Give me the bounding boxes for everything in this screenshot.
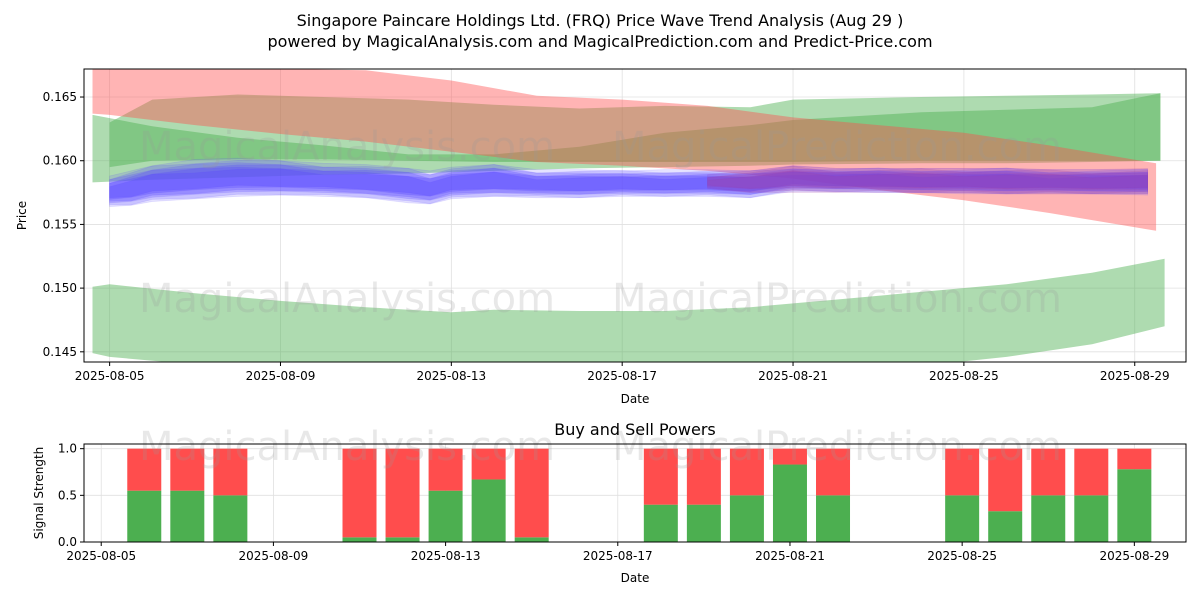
buy-bar (729, 495, 764, 542)
watermark-text: MagicalPrediction.com (612, 424, 1062, 470)
buy-bar (686, 504, 721, 542)
buy-bar (127, 490, 162, 542)
sell-bar (1117, 448, 1152, 470)
signal-y-tick-label: 1.0 (58, 442, 77, 456)
sell-bar (686, 448, 721, 505)
buy-bar (1074, 495, 1109, 542)
sell-bar (471, 448, 506, 480)
sell-bar (772, 448, 807, 465)
watermark-text: MagicalAnalysis.com (139, 276, 555, 322)
wave-blue-layer (109, 157, 1148, 208)
buy-bar (342, 537, 377, 542)
price-plot-frame (83, 68, 1187, 363)
price-x-axis-label: Date (621, 392, 650, 406)
buy-bar (1117, 469, 1152, 542)
band-green-2 (92, 258, 1165, 362)
buy-bar (945, 495, 980, 542)
signal-y-tick-label: 0.0 (58, 535, 77, 549)
sell-bar (945, 448, 980, 496)
price-y-tick-label: 0.165 (43, 90, 77, 104)
wave-blue-layer (109, 166, 1148, 200)
watermark-text: MagicalAnalysis.com (139, 124, 555, 170)
band-green-0 (92, 93, 1161, 183)
sell-bar (816, 448, 851, 496)
buy-bar (170, 490, 205, 542)
price-y-tick-label: 0.150 (43, 281, 77, 295)
wave-purple-layer (707, 165, 1148, 195)
sell-bar (729, 448, 764, 496)
sell-bar (1074, 448, 1109, 496)
price-plot-area (92, 69, 1165, 362)
sell-bar (1031, 448, 1066, 496)
watermark-text: MagicalAnalysis.com (139, 424, 555, 470)
watermark-text: MagicalPrediction.com (612, 124, 1062, 170)
price-x-tick-label: 2025-08-09 (246, 369, 316, 383)
price-x-tick-label: 2025-08-21 (758, 369, 828, 383)
signal-y-axis-label: Signal Strength (32, 447, 46, 540)
sell-bar (988, 448, 1023, 512)
price-x-tick-label: 2025-08-13 (416, 369, 486, 383)
sell-bar (428, 448, 463, 491)
signal-x-tick-label: 2025-08-13 (411, 549, 481, 563)
price-x-tick-label: 2025-08-25 (929, 369, 999, 383)
signal-x-tick-label: 2025-08-05 (66, 549, 136, 563)
signal-x-tick-label: 2025-08-17 (583, 549, 653, 563)
wave-purple-layer (707, 170, 1148, 190)
sell-bar (213, 448, 248, 496)
price-y-axis-label: Price (15, 201, 29, 230)
buy-bar (1031, 495, 1066, 542)
signal-plot-frame (83, 443, 1187, 543)
signal-x-tick-label: 2025-08-29 (1099, 549, 1169, 563)
wave-blue-layer (109, 164, 1148, 202)
wave-blue-layer (109, 162, 1148, 204)
signal-chart-title: Buy and Sell Powers (554, 420, 716, 439)
sell-bar (643, 448, 678, 505)
buy-bar (471, 479, 506, 542)
signal-y-tick-label: 0.5 (58, 488, 77, 502)
price-y-tick-label: 0.155 (43, 217, 77, 231)
sell-bar (342, 448, 377, 538)
chart-title-line-2: powered by MagicalAnalysis.com and Magic… (267, 32, 932, 51)
price-x-tick-label: 2025-08-17 (587, 369, 657, 383)
signal-x-tick-label: 2025-08-25 (927, 549, 997, 563)
price-y-tick-label: 0.145 (43, 345, 77, 359)
buy-bar (213, 495, 248, 542)
price-x-tick-label: 2025-08-29 (1100, 369, 1170, 383)
buy-bar (385, 537, 420, 542)
price-x-tick-label: 2025-08-05 (75, 369, 145, 383)
wave-blue-layer (109, 159, 1148, 206)
sell-bar (385, 448, 420, 538)
price-plot: MagicalAnalysis.com MagicalPrediction.com… (15, 68, 1187, 406)
buy-bar (772, 464, 807, 542)
sell-bar (170, 448, 205, 491)
buy-bar (514, 537, 549, 542)
sell-bar (514, 448, 549, 538)
wave-blue-layer (109, 168, 1148, 199)
buy-bar (816, 495, 851, 542)
signal-x-tick-label: 2025-08-09 (239, 549, 309, 563)
buy-bar (988, 511, 1023, 542)
band-green-1 (109, 93, 1161, 168)
chart-title-line-1: Singapore Paincare Holdings Ltd. (FRQ) P… (297, 11, 904, 30)
signal-x-axis-label: Date (621, 571, 650, 585)
sell-bar (127, 448, 162, 491)
band-red-3 (92, 69, 1157, 231)
watermark-text: MagicalPrediction.com (612, 276, 1062, 322)
wave-purple-layer (707, 165, 1148, 194)
buy-bar (643, 504, 678, 542)
buy-bar (428, 490, 463, 542)
signal-x-tick-label: 2025-08-21 (755, 549, 825, 563)
signal-plot: MagicalAnalysis.com MagicalPrediction.com… (32, 420, 1187, 585)
wave-purple-layer (707, 170, 1148, 190)
price-y-tick-label: 0.160 (43, 154, 77, 168)
